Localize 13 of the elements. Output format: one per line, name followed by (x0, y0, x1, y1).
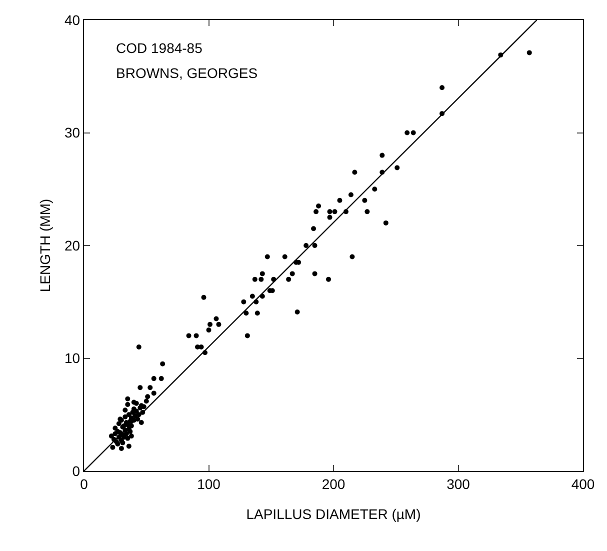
y-tick-label: 0 (72, 462, 80, 479)
x-tick-label: 200 (322, 476, 346, 492)
y-tick-label: 40 (64, 12, 80, 28)
annotation: BROWNS, GEORGES (116, 65, 258, 81)
annotation: COD 1984-85 (116, 40, 203, 56)
y-tick-label: 30 (64, 124, 80, 141)
x-tick-label: 100 (197, 476, 221, 492)
x-tick-label: 300 (446, 476, 470, 492)
x-axis-title: LAPILLUS DIAMETER (µM) (246, 506, 421, 522)
y-tick-label: 10 (64, 350, 80, 366)
y-tick-label: 20 (64, 237, 80, 254)
x-tick-label: 400 (571, 476, 595, 492)
y-axis-title: LENGTH (MM) (37, 198, 54, 292)
